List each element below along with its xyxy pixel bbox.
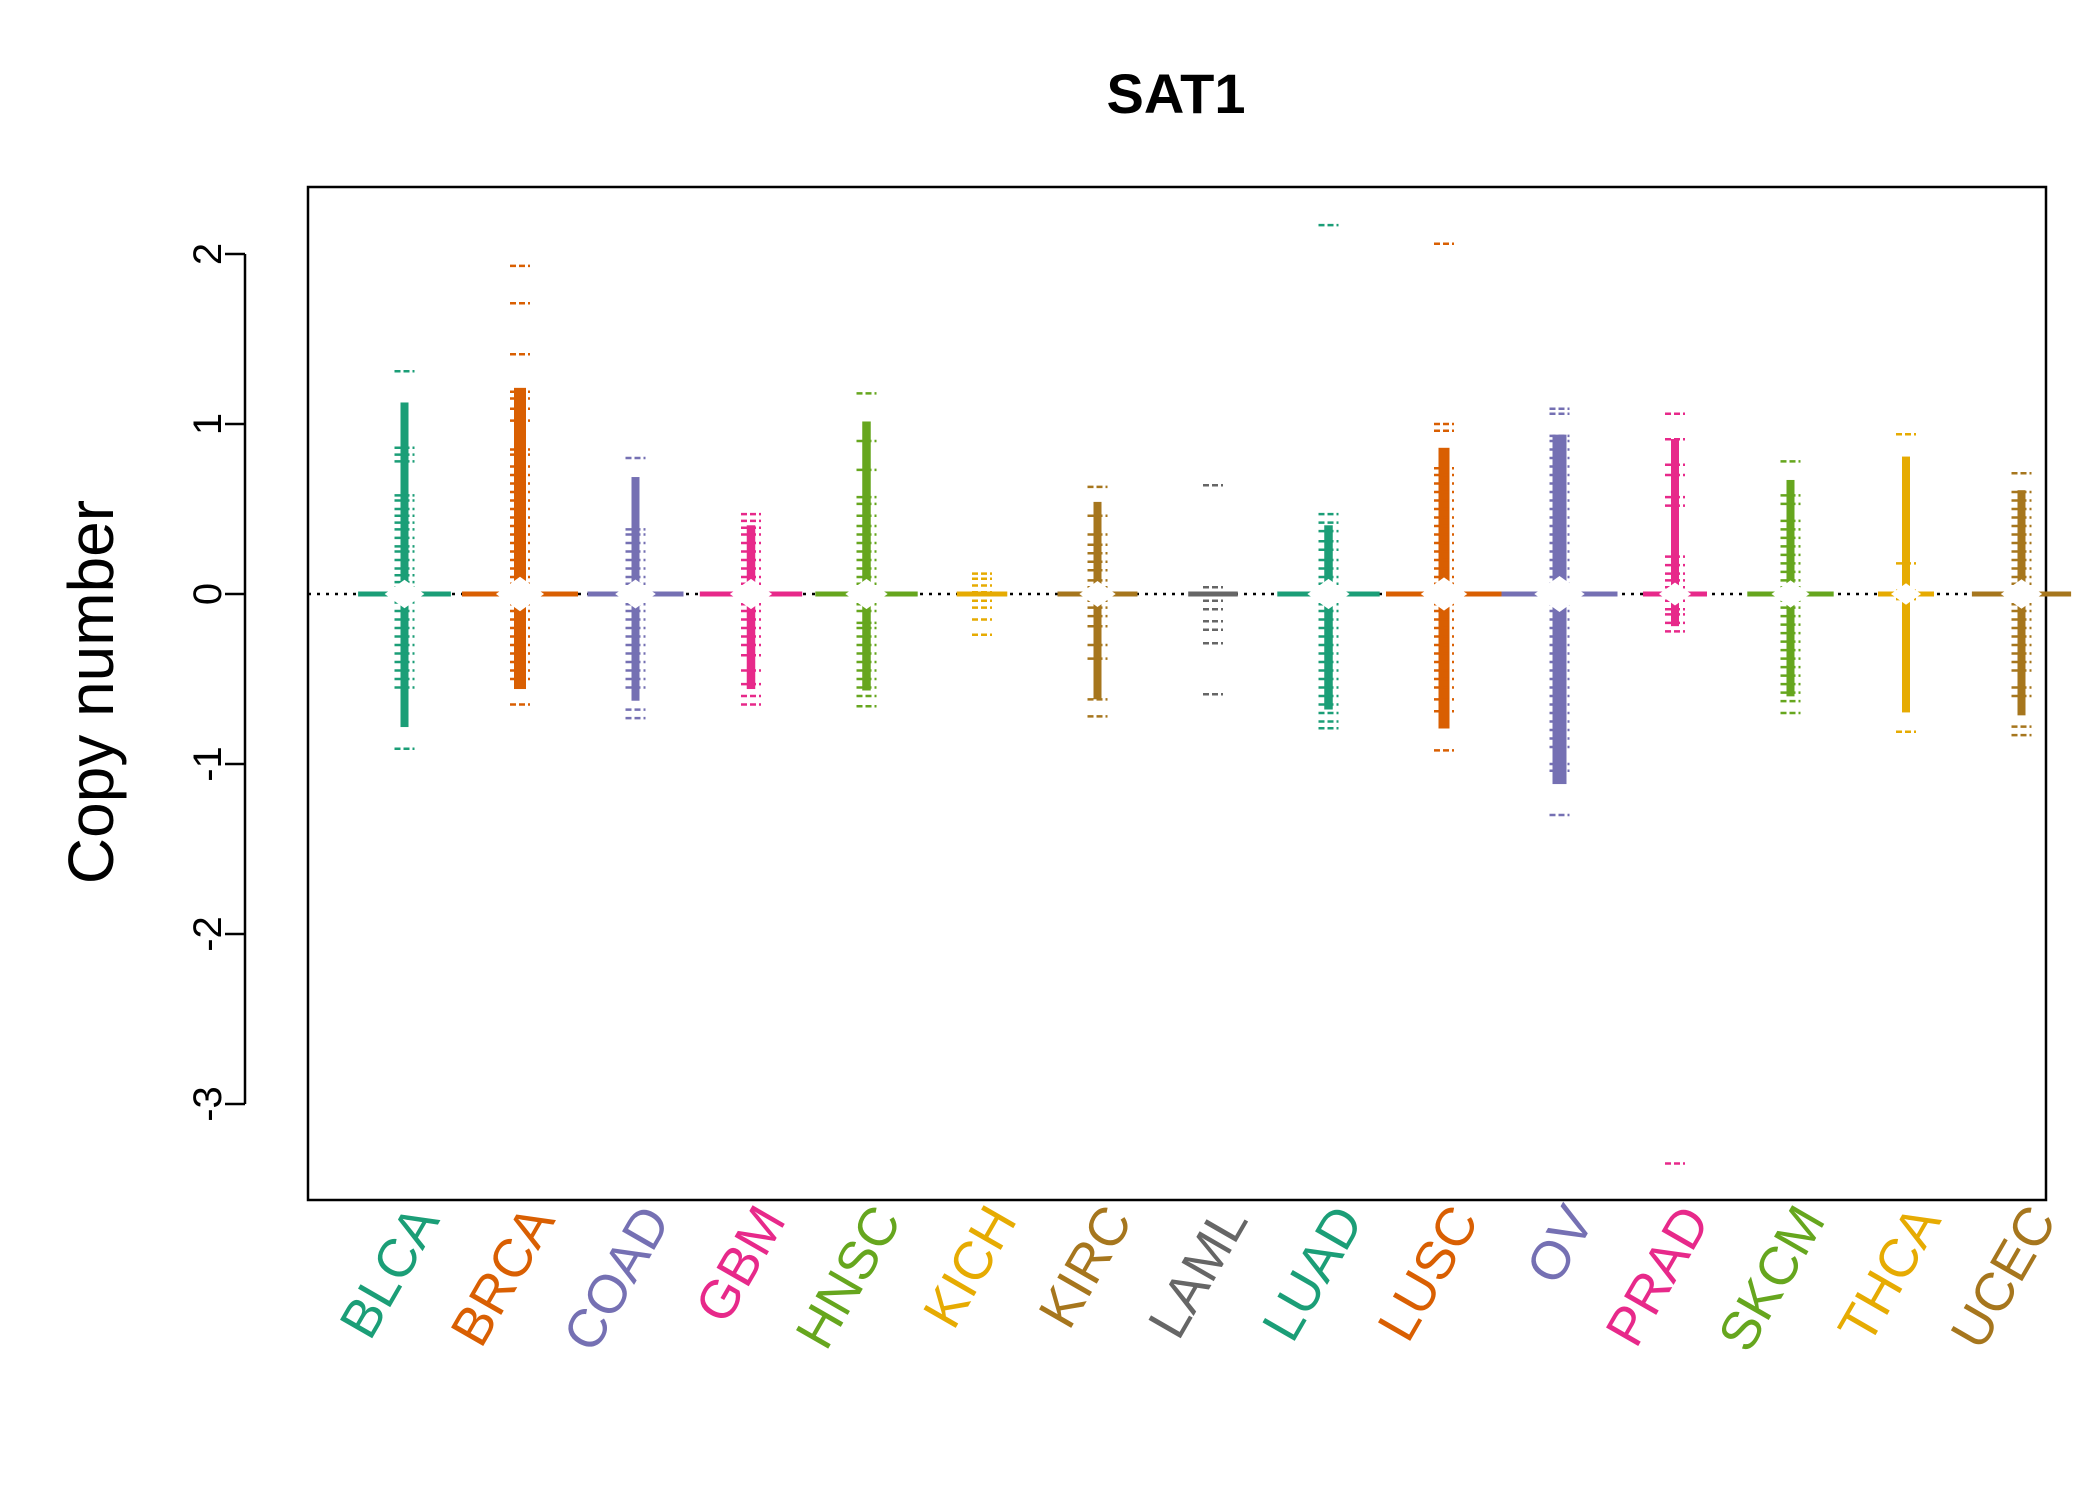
median-marker bbox=[1890, 583, 1922, 605]
series-group bbox=[462, 264, 578, 706]
series-group bbox=[1277, 223, 1380, 730]
series-group bbox=[1971, 472, 2072, 737]
series-group bbox=[1188, 483, 1238, 696]
median-marker bbox=[615, 579, 656, 609]
series-group bbox=[1643, 412, 1707, 1165]
x-tick-label: COAD bbox=[552, 1196, 682, 1361]
x-tick-label: GBM bbox=[684, 1196, 797, 1333]
x-tick-label: OV bbox=[1515, 1196, 1606, 1294]
dense-column bbox=[1671, 439, 1679, 627]
median-marker bbox=[1079, 581, 1116, 607]
dense-column bbox=[514, 387, 526, 690]
median-marker bbox=[845, 578, 888, 610]
x-tick-label: LUSC bbox=[1366, 1196, 1490, 1351]
x-tick-label: BLCA bbox=[328, 1196, 451, 1348]
series-group bbox=[1501, 407, 1618, 817]
series-group bbox=[699, 512, 803, 706]
x-tick-label: KIRC bbox=[1027, 1196, 1143, 1338]
median-marker bbox=[1771, 580, 1810, 608]
median-marker bbox=[1307, 578, 1350, 610]
x-tick-label: BRCA bbox=[439, 1196, 566, 1356]
chart-title: SAT1 bbox=[1107, 62, 1246, 125]
series-group bbox=[1386, 242, 1502, 752]
y-tick-label: 2 bbox=[186, 243, 230, 265]
x-tick-label: SKCM bbox=[1707, 1196, 1837, 1361]
dense-column bbox=[400, 402, 409, 728]
y-tick-label: -2 bbox=[186, 916, 230, 952]
dense-column bbox=[862, 421, 871, 691]
x-tick-label: THCA bbox=[1827, 1196, 1952, 1353]
series-group bbox=[1747, 460, 1834, 715]
median-marker bbox=[1420, 577, 1468, 611]
x-tick-label: KICH bbox=[912, 1196, 1028, 1338]
y-tick-label: -3 bbox=[186, 1086, 230, 1122]
y-tick-label: 1 bbox=[186, 413, 230, 435]
y-axis: -3 -2 -1 0 1 2 bbox=[186, 243, 247, 1122]
series-group bbox=[956, 572, 1008, 637]
series-group bbox=[1057, 485, 1138, 718]
median-marker bbox=[729, 578, 773, 610]
series-group bbox=[358, 370, 451, 750]
y-tick-label: 0 bbox=[186, 583, 230, 605]
x-tick-label: HNSC bbox=[784, 1196, 912, 1359]
median-marker bbox=[495, 576, 545, 612]
median-marker bbox=[1658, 582, 1692, 606]
median-marker bbox=[1534, 576, 1585, 612]
y-axis-label: Copy number bbox=[55, 500, 127, 884]
median-marker bbox=[384, 579, 425, 609]
x-tick-label: LAML bbox=[1137, 1196, 1260, 1348]
x-tick-label: PRAD bbox=[1594, 1196, 1721, 1356]
series-group bbox=[587, 456, 684, 720]
y-tick-label: -1 bbox=[186, 746, 230, 782]
x-tick-label: UCEC bbox=[1939, 1196, 2067, 1359]
median-marker bbox=[2000, 579, 2043, 609]
series-group bbox=[1878, 432, 1934, 733]
dense-column bbox=[1324, 525, 1333, 710]
data-marks bbox=[358, 223, 2072, 1165]
plot-frame bbox=[306, 185, 2048, 1202]
x-tick-label: LUAD bbox=[1251, 1196, 1375, 1351]
series-group bbox=[815, 392, 918, 708]
